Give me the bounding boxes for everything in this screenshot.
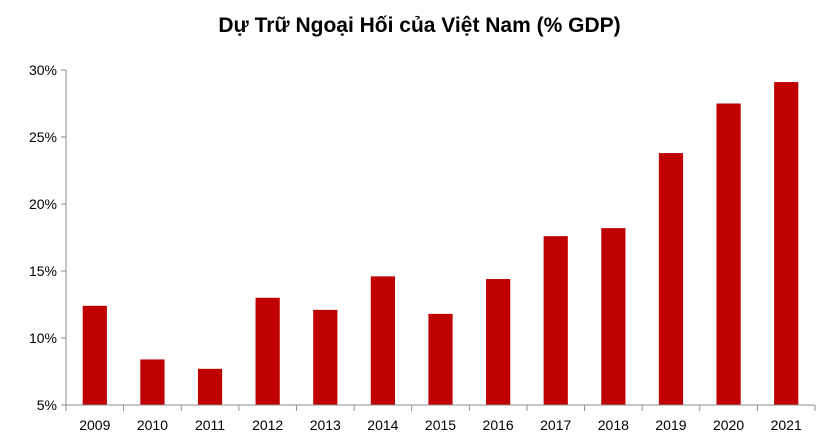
bar-2012 — [255, 297, 280, 405]
x-tick-label: 2020 — [713, 417, 744, 433]
x-tick-label: 2015 — [425, 417, 456, 433]
y-tick-label: 30% — [29, 62, 57, 78]
x-tick-label: 2016 — [483, 417, 514, 433]
y-tick-label: 20% — [29, 196, 57, 212]
y-tick-label: 10% — [29, 330, 57, 346]
x-tick-label: 2014 — [367, 417, 398, 433]
x-tick-label: 2009 — [79, 417, 110, 433]
axes-group — [61, 69, 816, 411]
x-tick-label: 2018 — [598, 417, 629, 433]
x-tick-label: 2010 — [137, 417, 168, 433]
chart-title: Dự Trữ Ngoại Hối của Việt Nam (% GDP) — [218, 14, 621, 37]
bar-2015 — [428, 313, 453, 405]
y-tick-labels: 5% 10% 15% 20% 25% 30% — [29, 62, 57, 413]
bar-2010 — [140, 359, 165, 405]
bar-2016 — [486, 279, 511, 405]
bar-2018 — [601, 228, 626, 405]
bar-2011 — [197, 368, 223, 405]
bar-2009 — [82, 305, 107, 405]
y-tick-label: 25% — [29, 129, 57, 145]
y-tick-label: 15% — [29, 263, 57, 279]
bars-group — [82, 82, 799, 405]
y-tick-label: 5% — [37, 397, 57, 413]
bar-2013 — [313, 309, 338, 405]
bar-2021 — [774, 82, 799, 405]
x-tick-label: 2021 — [771, 417, 802, 433]
x-tick-label: 2019 — [655, 417, 686, 433]
x-tick-label: 2011 — [195, 417, 225, 433]
x-tick-labels: 2009 2010 2011 2012 2013 2014 2015 2016 2017 2018… — [79, 417, 802, 433]
bar-2020 — [716, 103, 741, 405]
x-tick-label: 2012 — [252, 417, 283, 433]
bar-2019 — [658, 153, 684, 405]
x-tick-label: 2017 — [540, 417, 571, 433]
bar-2014 — [370, 276, 395, 405]
bar-2017 — [543, 236, 568, 405]
x-tick-label: 2013 — [310, 417, 341, 433]
